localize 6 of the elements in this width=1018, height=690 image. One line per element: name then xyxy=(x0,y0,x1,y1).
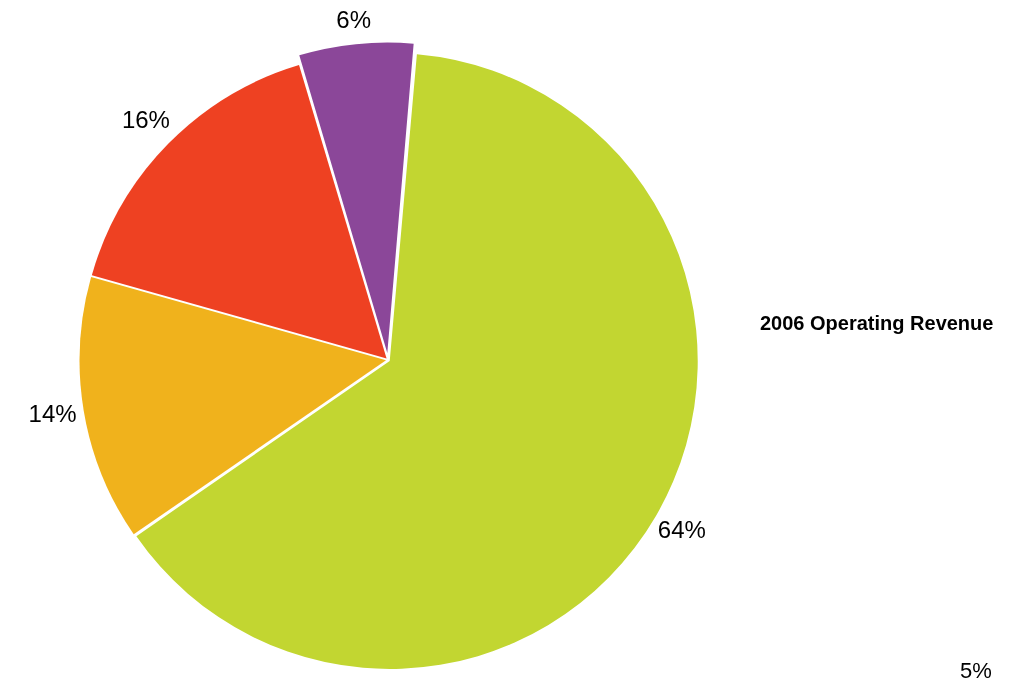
text: 5% xyxy=(960,658,992,684)
data-label: 16% xyxy=(121,105,170,133)
text: 2006 Operating Revenue xyxy=(760,312,994,335)
data-label: 14% xyxy=(28,400,77,428)
data-label: 64% xyxy=(657,515,706,543)
data-label: 6% xyxy=(336,6,371,34)
